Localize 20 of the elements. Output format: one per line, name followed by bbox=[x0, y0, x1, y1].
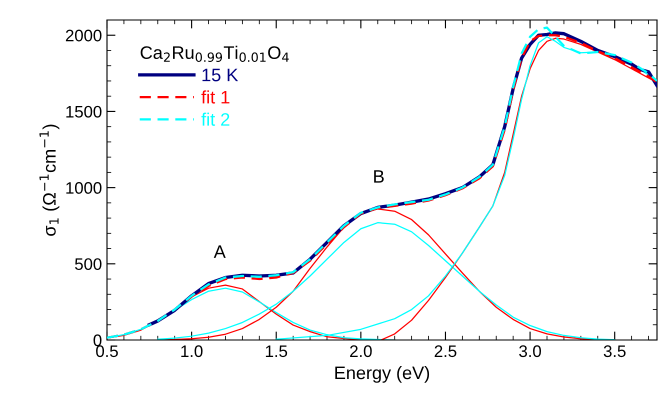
annotation: A bbox=[214, 245, 226, 258]
legend-label: fit 1 bbox=[201, 90, 230, 104]
x-tick-label: 3.5 bbox=[604, 345, 626, 358]
y-tick-label: 1500 bbox=[66, 106, 102, 118]
x-axis-title: Energy (eV) bbox=[335, 366, 430, 383]
legend-label: 15 K bbox=[202, 68, 238, 82]
x-tick-label: 1.5 bbox=[266, 345, 288, 358]
x-tick-label: 1.0 bbox=[181, 345, 203, 358]
y-tick-label: 1000 bbox=[66, 182, 102, 194]
x-tick-label: 0.5 bbox=[96, 345, 118, 358]
annotation: B bbox=[374, 170, 384, 183]
legend-label: fit 2 bbox=[201, 112, 230, 126]
y-tick-label: 2000 bbox=[66, 30, 102, 42]
y-tick-label: 500 bbox=[75, 258, 102, 270]
x-tick-label: 2.5 bbox=[434, 345, 456, 358]
x-tick-label: 2.0 bbox=[350, 345, 372, 358]
y-axis-title: σ$_{1}$ (Ω$^{−1}$cm$^{−1}$) bbox=[39, 124, 60, 236]
legend-title: Ca$_{2}$Ru$_{0.99}$Ti$_{0.01}$O$_{4}$ bbox=[140, 46, 289, 62]
x-tick-label: 3.0 bbox=[519, 345, 542, 358]
y-tick-label: 0 bbox=[94, 334, 102, 346]
